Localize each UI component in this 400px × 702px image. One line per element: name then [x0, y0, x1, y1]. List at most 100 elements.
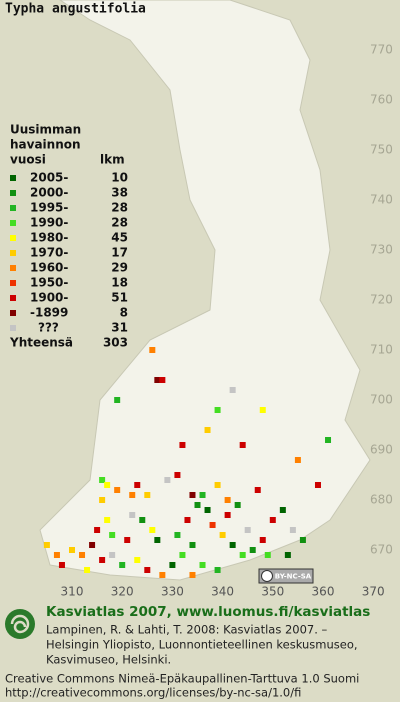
legend-swatch: [10, 220, 16, 226]
citation: Helsingin Yliopisto, Luonnontieteellinen…: [46, 638, 358, 652]
legend-heading: Uusimman: [10, 123, 81, 137]
legend-swatch: [10, 280, 16, 286]
northing-label: 760: [370, 93, 393, 107]
observation-square: [104, 482, 111, 488]
observation-square: [159, 572, 166, 578]
observation-square: [214, 482, 221, 488]
legend-label: 1960-: [30, 261, 68, 275]
easting-label: 330: [161, 585, 184, 599]
observation-square: [264, 552, 271, 558]
legend-swatch: [10, 190, 16, 196]
legend-count-heading: lkm: [100, 153, 125, 167]
observation-square: [259, 537, 266, 543]
observation-square: [224, 512, 231, 518]
legend-label: 2000-: [30, 186, 68, 200]
observation-square: [89, 542, 96, 548]
legend-count: 10: [111, 171, 128, 185]
easting-label: 310: [61, 585, 84, 599]
observation-square: [104, 517, 111, 523]
northing-label: 700: [370, 393, 393, 407]
badge-text: BY-NC-SA: [275, 573, 312, 581]
observation-square: [184, 517, 191, 523]
observation-square: [114, 397, 121, 403]
legend-label: 1900-: [30, 291, 68, 305]
legend-label: 1980-: [30, 231, 68, 245]
logo: [5, 609, 35, 639]
legend-total: 303: [103, 336, 128, 350]
observation-square: [204, 427, 211, 433]
observation-square: [325, 437, 332, 443]
observation-square: [144, 567, 151, 573]
observation-square: [129, 492, 136, 498]
legend-count: 18: [111, 276, 128, 290]
observation-square: [214, 567, 221, 573]
legend-swatch: [10, 250, 16, 256]
observation-square: [94, 527, 101, 533]
legend-count: 45: [111, 231, 128, 245]
observation-square: [269, 517, 276, 523]
legend-swatch: [10, 175, 16, 181]
logo-circle: [5, 609, 35, 639]
legend-label: 2005-: [30, 171, 68, 185]
observation-square: [299, 537, 306, 543]
observation-square: [249, 547, 256, 553]
observation-square: [149, 527, 156, 533]
observation-square: [109, 532, 116, 538]
observation-square: [174, 532, 181, 538]
observation-square: [159, 377, 166, 383]
observation-square: [119, 562, 126, 568]
observation-square: [279, 507, 286, 513]
observation-square: [134, 557, 141, 563]
observation-square: [179, 442, 186, 448]
grid-labels: 670 680 690 700 710 720 730 740 750 760 770 310 320 3…: [61, 43, 393, 599]
legend-count: 8: [120, 306, 128, 320]
northing-label: 680: [370, 493, 393, 507]
observation-square: [99, 477, 106, 483]
observation-square: [134, 482, 141, 488]
observation-square: [139, 517, 146, 523]
observation-square: [53, 552, 60, 558]
observation-square: [189, 492, 196, 498]
observation-square: [199, 492, 206, 498]
northing-label: 740: [370, 193, 393, 207]
finland-outline: [39, 0, 371, 581]
northing-label: 710: [370, 343, 393, 357]
legend: Uusimman havainnon vuosi lkm Yhteensä 30…: [9, 123, 128, 350]
observation-square: [124, 537, 131, 543]
legend-label: ???: [38, 321, 59, 335]
observation-square: [229, 387, 236, 393]
legend-label: 1970-: [30, 246, 68, 260]
legend-swatch: [10, 205, 16, 211]
observation-square: [214, 407, 221, 413]
observation-square: [224, 497, 231, 503]
legend-label: 1950-: [30, 276, 68, 290]
observation-square: [114, 487, 121, 493]
logo-swirl: [10, 614, 30, 634]
map-title: Typha angustifolia: [5, 2, 146, 17]
license-url: http://creativecommons.org/licenses/by-n…: [5, 686, 301, 700]
observation-square: [174, 472, 181, 478]
observation-square: [189, 542, 196, 548]
observation-square: [199, 562, 206, 568]
legend-heading: vuosi: [10, 153, 46, 167]
observation-square: [99, 557, 106, 563]
citation: Kasvimuseo, Helsinki.: [46, 653, 171, 667]
legend-count: 38: [111, 186, 128, 200]
observation-square: [154, 537, 161, 543]
dots: [43, 347, 332, 578]
observation-square: [149, 347, 156, 353]
badge-cc: [261, 570, 273, 582]
easting-label: 370: [362, 585, 385, 599]
legend-count: 28: [111, 201, 128, 215]
northing-label: 770: [370, 43, 393, 57]
observation-square: [189, 572, 196, 578]
northing-label: 690: [370, 443, 393, 457]
legend-label: 1990-: [30, 216, 68, 230]
northing-label: 750: [370, 143, 393, 157]
northing-label: 720: [370, 293, 393, 307]
observation-square: [289, 527, 296, 533]
northing-label: 730: [370, 243, 393, 257]
legend-label: 1995-: [30, 201, 68, 215]
observation-square: [43, 542, 50, 548]
observation-square: [84, 567, 91, 573]
